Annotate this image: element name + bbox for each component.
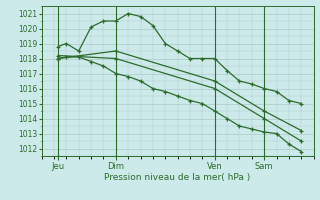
X-axis label: Pression niveau de la mer( hPa ): Pression niveau de la mer( hPa ) <box>104 173 251 182</box>
